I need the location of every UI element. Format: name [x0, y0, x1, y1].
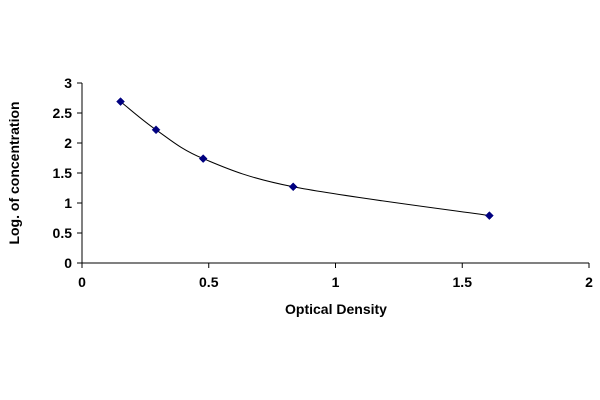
y-tick-label: 3 [64, 75, 72, 91]
x-axis-title: Optical Density [285, 301, 387, 317]
y-tick-label: 2 [64, 135, 72, 151]
y-tick-label: 0.5 [53, 225, 73, 241]
y-tick-label: 0 [64, 255, 72, 271]
x-axis: 0 0.5 1 1.5 2 [78, 262, 593, 290]
data-point [116, 97, 125, 106]
y-tick-label: 1 [64, 195, 72, 211]
x-tick-label: 0.5 [199, 274, 219, 290]
y-axis-title: Log. of concentration [6, 101, 22, 244]
series-markers [116, 97, 494, 220]
y-tick-label: 1.5 [53, 165, 73, 181]
data-point [485, 211, 494, 220]
x-tick-label: 1.5 [453, 274, 473, 290]
data-point [198, 154, 208, 163]
x-tick-label: 1 [332, 274, 340, 290]
x-tick-label: 0 [78, 274, 86, 290]
data-point [288, 182, 298, 192]
series-curve [120, 101, 490, 217]
data-point [151, 125, 161, 135]
x-tick-label: 2 [585, 274, 593, 290]
y-axis: 0 0.5 1 1.5 2 2.5 3 [53, 75, 83, 271]
y-tick-label: 2.5 [53, 105, 73, 121]
